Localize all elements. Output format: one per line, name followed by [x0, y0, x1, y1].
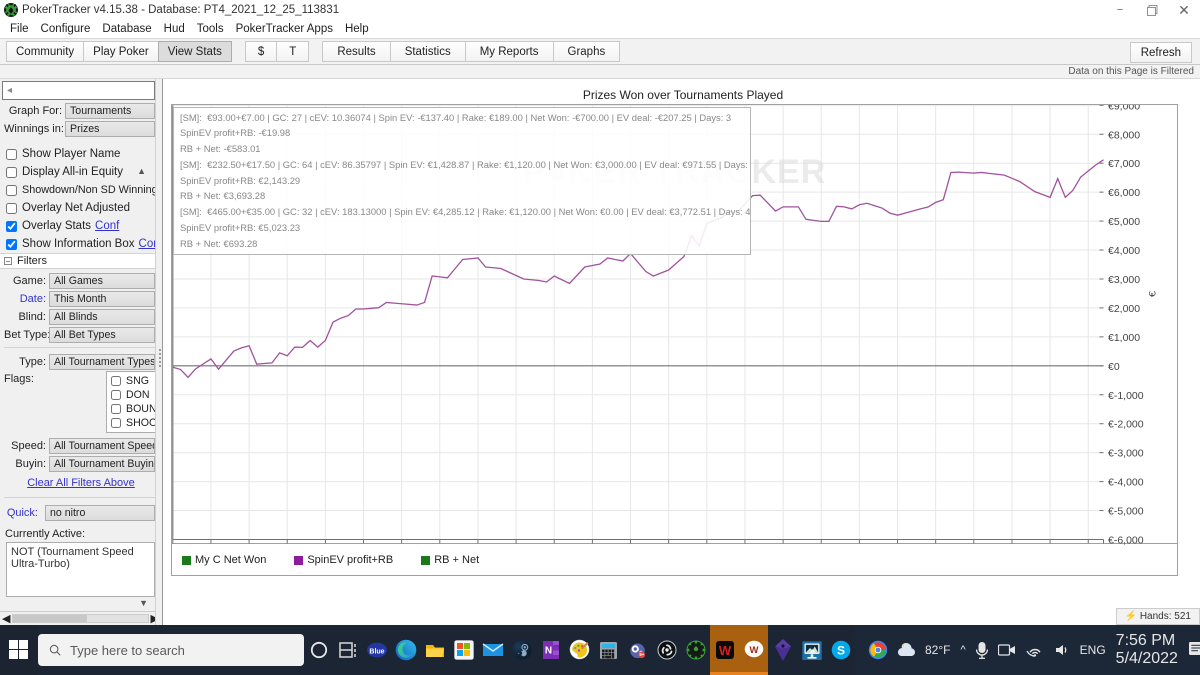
- svg-text:€7,000: €7,000: [1108, 158, 1140, 170]
- svg-text:S: S: [836, 644, 844, 658]
- svg-text:€9,000: €9,000: [1108, 105, 1140, 112]
- svg-text:Blue: Blue: [369, 649, 384, 656]
- svg-text:€3,000: €3,000: [1108, 274, 1140, 286]
- svg-text:€6,000: €6,000: [1108, 187, 1140, 199]
- svg-text:€2,000: €2,000: [1108, 303, 1140, 315]
- svg-text:€-2,000: €-2,000: [1108, 419, 1144, 431]
- svg-text:€-4,000: €-4,000: [1108, 477, 1144, 489]
- svg-text:€5,000: €5,000: [1108, 216, 1140, 228]
- svg-text:€-6,000: €-6,000: [1108, 535, 1144, 546]
- svg-text:W: W: [718, 643, 731, 658]
- svg-text:N: N: [544, 646, 551, 657]
- svg-text:€0: €0: [1108, 361, 1120, 373]
- svg-text:W: W: [749, 645, 758, 656]
- svg-text:9+: 9+: [639, 652, 644, 657]
- svg-text:€8,000: €8,000: [1108, 129, 1140, 141]
- svg-text:€4,000: €4,000: [1108, 245, 1140, 257]
- svg-text:€1,000: €1,000: [1108, 332, 1140, 344]
- svg-text:€-1,000: €-1,000: [1108, 390, 1144, 402]
- svg-text:€-5,000: €-5,000: [1108, 506, 1144, 518]
- svg-text:€-3,000: €-3,000: [1108, 448, 1144, 460]
